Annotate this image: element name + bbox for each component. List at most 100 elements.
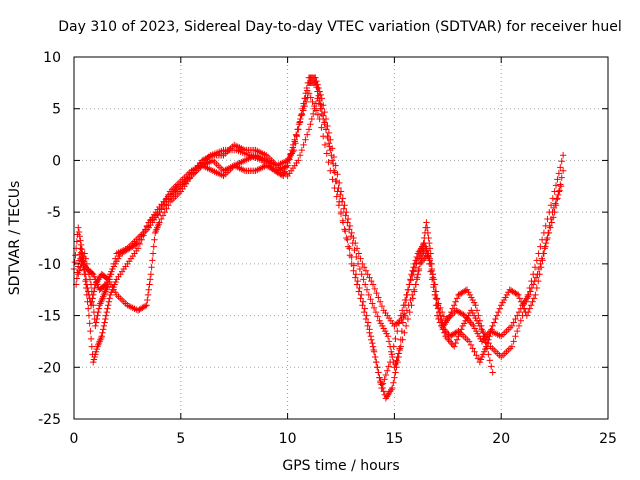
data-point	[404, 315, 412, 323]
data-point	[515, 291, 522, 299]
x-tick-label: 20	[492, 431, 510, 447]
y-tick-label: 10	[43, 50, 61, 66]
data-point	[401, 296, 409, 304]
data-point	[145, 286, 152, 293]
data-point	[316, 115, 323, 123]
data-point	[527, 302, 535, 309]
data-point	[75, 271, 82, 278]
data-point	[420, 239, 427, 247]
data-point	[140, 229, 147, 237]
data-point	[345, 226, 353, 233]
data-point	[391, 364, 398, 371]
data-point	[99, 326, 107, 333]
data-point	[144, 296, 151, 304]
data-point	[364, 319, 372, 326]
data-point	[301, 102, 308, 110]
data-point	[339, 195, 346, 202]
data-point	[433, 295, 440, 303]
data-point	[394, 327, 401, 335]
data-point	[285, 155, 293, 162]
data-point	[362, 315, 370, 323]
data-point	[85, 312, 93, 319]
data-point	[538, 255, 545, 262]
data-point	[88, 270, 96, 277]
data-point	[310, 110, 317, 118]
data-point	[296, 152, 304, 159]
data-point	[373, 289, 380, 297]
data-point	[305, 90, 313, 97]
data-point	[92, 322, 99, 330]
data-point	[473, 352, 480, 359]
data-point	[495, 308, 502, 316]
data-point	[410, 268, 417, 275]
data-point	[88, 343, 95, 350]
data-point	[513, 290, 521, 298]
data-point	[515, 308, 523, 316]
data-point	[369, 343, 377, 350]
data-point	[376, 374, 383, 381]
x-tick-label: 25	[599, 431, 617, 447]
data-point	[366, 274, 373, 281]
data-point	[86, 276, 94, 283]
data-point	[551, 208, 558, 216]
data-point	[77, 237, 84, 244]
data-point	[386, 358, 394, 366]
data-point	[321, 141, 329, 149]
data-point	[393, 357, 400, 364]
data-point	[353, 281, 361, 288]
data-point	[365, 291, 372, 299]
data-point	[284, 159, 291, 167]
data-point	[316, 88, 323, 95]
data-point	[544, 234, 551, 242]
data-point	[147, 271, 155, 278]
data-point	[535, 265, 543, 273]
data-point	[325, 158, 332, 166]
data-point	[516, 295, 523, 302]
data-point	[280, 172, 287, 180]
data-point	[490, 319, 498, 326]
data-point	[159, 202, 167, 209]
data-point	[348, 253, 355, 261]
data-point	[76, 233, 83, 240]
data-point	[526, 305, 533, 312]
data-point	[317, 105, 324, 112]
data-point	[424, 229, 432, 237]
data-point	[87, 335, 95, 343]
data-point	[485, 351, 492, 358]
data-point	[314, 81, 321, 88]
data-point	[102, 312, 110, 319]
data-point	[449, 341, 456, 349]
data-point	[342, 227, 349, 235]
data-point	[337, 210, 345, 218]
data-point	[438, 308, 446, 316]
data-point	[428, 276, 436, 283]
data-point	[531, 277, 538, 285]
x-tick-labels: 0 5 10 15 20 25	[70, 431, 617, 447]
data-point	[392, 360, 399, 368]
data-point	[346, 222, 354, 230]
data-point	[553, 196, 560, 203]
data-point	[88, 288, 95, 295]
x-tick-label: 10	[279, 431, 297, 447]
data-point	[358, 271, 365, 278]
data-point	[534, 271, 541, 278]
data-point	[478, 326, 485, 333]
data-point	[134, 239, 142, 247]
y-tick-labels: 10 5 0 -5 -10 -15 -20 -25	[38, 50, 61, 428]
data-point	[374, 313, 381, 320]
data-point	[527, 288, 534, 295]
data-point	[532, 291, 539, 299]
data-point	[514, 327, 521, 335]
data-point	[388, 351, 396, 358]
data-point	[384, 333, 392, 340]
data-point	[385, 363, 392, 370]
data-point	[344, 236, 351, 243]
data-point	[512, 333, 519, 340]
data-point	[95, 308, 102, 316]
data-point	[549, 214, 557, 221]
data-point	[352, 274, 359, 281]
data-point	[431, 291, 439, 299]
data-point	[360, 308, 368, 316]
data-point	[413, 274, 421, 281]
